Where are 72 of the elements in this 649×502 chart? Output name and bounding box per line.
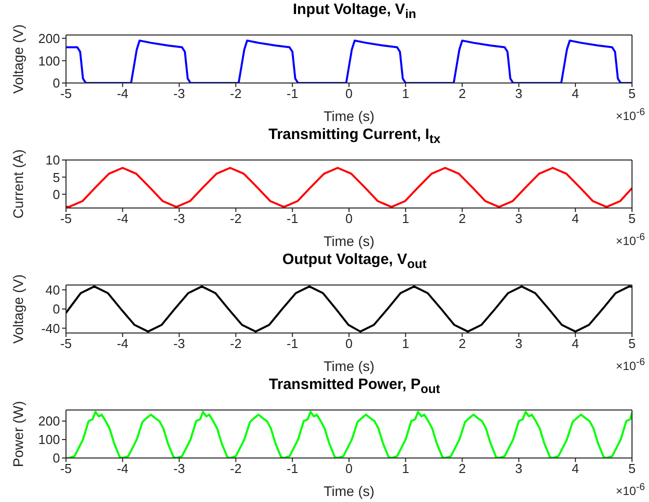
y-tick-label: 200 (38, 30, 60, 46)
y-tick-label: 0 (52, 76, 60, 91)
x-tick-label: 3 (515, 461, 522, 476)
y-axis-title: Power (W) (10, 400, 26, 468)
x-tick-label: -2 (230, 461, 242, 476)
x-tick-label: 4 (572, 336, 580, 352)
chart-title: Output Voltage, V$_{out}$ (281, 250, 428, 273)
text: ×10$^{-6}$ (616, 482, 645, 498)
x-tick-label: 4 (572, 211, 580, 226)
x-tick-label: -5 (60, 86, 72, 102)
x-tick-label: 1 (402, 461, 410, 476)
text: ×10$^{-6}$ (616, 357, 645, 373)
x-tick-label: -4 (116, 86, 128, 102)
x-tick-label: 0 (345, 211, 353, 226)
x-tick-label: 2 (458, 211, 466, 226)
y-axis-title: Voltage (V) (10, 24, 26, 94)
chart-title: Transmitted Power, P$_{out}$ (268, 375, 442, 398)
x-tick-label: -2 (230, 86, 242, 102)
x-tick-label: 1 (402, 86, 410, 102)
x-tick-label: -1 (286, 461, 298, 476)
x-tick-label: 3 (515, 86, 522, 102)
x-tick-label: -5 (60, 461, 72, 476)
x-tick-label: 3 (515, 211, 522, 226)
x-tick-label: 3 (515, 336, 522, 352)
x-tick-label: -2 (230, 211, 242, 226)
x-tick-label: 2 (458, 461, 466, 476)
text: ×10$^{-6}$ (616, 232, 645, 248)
text: ×10$^{-6}$ (616, 107, 645, 123)
y-tick-label: -40 (41, 320, 60, 336)
x-tick-label: 0 (345, 86, 353, 102)
y-tick-label: 100 (38, 53, 60, 68)
x-tick-label: -3 (173, 86, 185, 102)
x-tick-label: -4 (116, 211, 128, 226)
y-tick-label: 5 (52, 170, 60, 185)
y-tick-label: 0 (52, 302, 60, 317)
x-axis-title: Time (s) (324, 108, 374, 124)
x-axis-title: Time (s) (324, 358, 374, 374)
x-tick-label: -2 (230, 336, 242, 352)
y-tick-label: 40 (46, 282, 60, 298)
x-tick-label: -1 (286, 86, 298, 102)
chart-title: Transmitting Current, I$_{tx}$ (268, 125, 442, 148)
x-tick-label: -5 (60, 336, 72, 352)
x-tick-label: -3 (173, 336, 185, 352)
x-tick-label: 5 (628, 211, 636, 226)
x-tick-label: -1 (286, 211, 298, 226)
y-tick-label: 200 (38, 414, 60, 429)
y-tick-label: 100 (38, 432, 60, 448)
x-tick-label: 4 (572, 461, 580, 476)
x-tick-label: -1 (286, 336, 298, 352)
chart-title: Input Voltage, V$_{in}$ (292, 0, 418, 23)
y-tick-label: 0 (52, 186, 60, 202)
y-axis-title: Current (A) (10, 149, 26, 219)
x-tick-label: 2 (458, 86, 466, 102)
y-axis-title: Voltage (V) (10, 274, 26, 344)
x-axis-title: Time (s) (324, 483, 374, 499)
x-tick-label: 5 (628, 336, 636, 352)
x-tick-label: 5 (628, 461, 636, 476)
y-tick-label: 0 (52, 450, 60, 466)
x-tick-label: -4 (116, 336, 128, 352)
x-tick-label: 2 (458, 336, 466, 352)
x-tick-label: 0 (345, 461, 353, 476)
y-tick-label: 10 (46, 152, 60, 168)
x-tick-label: 1 (402, 211, 410, 226)
x-tick-label: -5 (60, 211, 72, 226)
x-tick-label: -3 (173, 211, 185, 226)
x-axis-title: Time (s) (324, 233, 374, 249)
x-tick-label: 4 (572, 86, 580, 102)
x-tick-label: 0 (345, 336, 353, 352)
x-tick-label: -4 (116, 461, 128, 476)
x-tick-label: -3 (173, 461, 185, 476)
x-tick-label: 5 (628, 86, 636, 102)
x-tick-label: 1 (402, 336, 410, 352)
